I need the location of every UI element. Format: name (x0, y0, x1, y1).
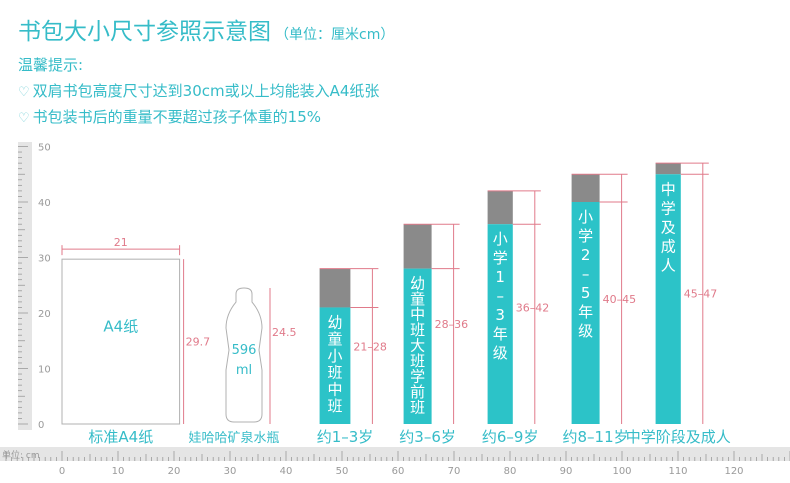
y-ruler (18, 142, 32, 430)
bar-segment (319, 307, 351, 424)
bar-range-label: 28–36 (435, 318, 469, 331)
bar-inner-label: 幼童小班中班 (327, 313, 342, 415)
bar-inner-label: 小学 2–5 年级 (578, 208, 593, 340)
bottle-inner-label: 596 (232, 343, 257, 358)
bar-top-segment (487, 190, 513, 225)
bar-inner-label: 中学及成人 (661, 180, 676, 274)
x-tick-label: 10 (112, 466, 125, 477)
bar-range-label: 45–47 (684, 288, 718, 301)
a4-height-label: 29.7 (186, 336, 211, 349)
bar-category-label: 中学阶段及成人 (626, 428, 731, 446)
title-row: 书包大小尺寸参照示意图 （单位：厘米cm） (18, 12, 394, 46)
y-tick-label: 30 (38, 254, 51, 265)
heart-icon: ♡ (18, 111, 30, 126)
y-tick-label: 20 (38, 309, 51, 320)
x-tick-label: 100 (612, 466, 631, 477)
bar-segment (655, 174, 681, 424)
a4-width-label: 21 (114, 236, 128, 249)
bar-range-label: 40–45 (603, 293, 637, 306)
y-tick-label: 0 (38, 420, 44, 431)
x-ruler (0, 447, 790, 461)
bar-category-label: 约1–3岁 (317, 428, 374, 446)
bar-segment (487, 224, 513, 424)
bottle-inner-label: ml (236, 363, 252, 378)
page-title: 书包大小尺寸参照示意图 (18, 19, 271, 45)
a4-paper (61, 258, 181, 425)
x-tick-label: 70 (448, 466, 461, 477)
a4-category-label: 标准A4纸 (88, 428, 153, 446)
bar-top-segment (655, 163, 681, 175)
bar-range-label: 36–42 (516, 301, 550, 314)
x-tick-label: 40 (280, 466, 293, 477)
tip-item: ♡ 双肩书包高度尺寸达到30cm或以上均能装入A4纸张 (18, 80, 379, 101)
x-tick-label: 30 (224, 466, 237, 477)
bar-range-label: 21–28 (353, 340, 387, 353)
bar-category-label: 约3–6岁 (399, 428, 456, 446)
bottle-height-label: 24.5 (272, 326, 297, 339)
bar-top-segment (403, 224, 432, 269)
x-tick-label: 80 (504, 466, 517, 477)
bottle-category-label: 娃哈哈矿泉水瓶 (188, 430, 279, 446)
y-tick-label: 40 (38, 198, 51, 209)
water-bottle (225, 287, 263, 423)
bar-top-segment (319, 268, 351, 308)
tip-text: 双肩书包高度尺寸达到30cm或以上均能装入A4纸张 (32, 82, 380, 100)
bar-category-label: 约6–9岁 (482, 428, 539, 446)
x-tick-label: 50 (336, 466, 349, 477)
x-tick-label: 120 (724, 466, 743, 477)
bar-segment (571, 202, 600, 424)
x-tick-label: 110 (668, 466, 687, 477)
tip-item: ♡ 书包装书后的重量不要超过孩子体重的15% (18, 106, 321, 127)
x-tick-label: 90 (560, 466, 573, 477)
bar-category-label: 约8–11岁 (563, 428, 629, 446)
tip-text: 书包装书后的重量不要超过孩子体重的15% (32, 108, 321, 126)
bar-inner-label: 幼童中班大班学前班 (410, 275, 425, 417)
heart-icon: ♡ (18, 85, 30, 100)
tips-heading: 温馨提示: (18, 56, 84, 74)
x-tick-label: 0 (59, 466, 65, 477)
bar-inner-label: 小学 1–3 年级 (493, 230, 508, 362)
unit-note: （单位：厘米cm） (275, 27, 395, 43)
x-axis-unit: 单位: cm (2, 449, 40, 461)
x-tick-label: 60 (392, 466, 405, 477)
a4-inner-label: A4纸 (103, 318, 138, 336)
y-tick-label: 10 (38, 365, 51, 376)
x-tick-label: 20 (168, 466, 181, 477)
y-tick-label: 50 (38, 143, 51, 154)
bar-top-segment (571, 174, 600, 202)
bar-segment (403, 268, 432, 424)
